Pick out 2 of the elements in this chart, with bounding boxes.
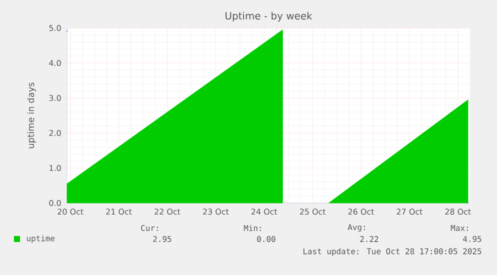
- chart-title: Uptime - by week: [226, 12, 312, 22]
- y-axis-title: uptime in days: [27, 82, 36, 148]
